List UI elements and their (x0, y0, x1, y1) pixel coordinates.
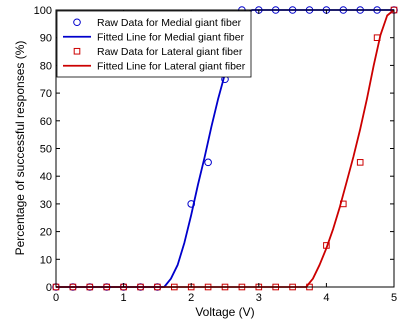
legend-label: Fitted Line for Medial giant fiber (97, 32, 245, 44)
x-tick-label: 2 (188, 292, 194, 304)
data-point-circle (187, 200, 195, 208)
legend: Raw Data for Medial giant fiber Fitted Li… (56, 10, 252, 78)
y-tick-label: 50 (40, 144, 52, 156)
y-tick-label: 20 (40, 227, 52, 239)
data-point-square (323, 242, 330, 249)
y-tick-label: 10 (40, 254, 52, 266)
y-tick-label: 0 (46, 282, 52, 294)
y-tick-label: 70 (40, 88, 52, 100)
legend-label: Raw Data for Medial giant fiber (97, 17, 242, 29)
data-point-square (340, 200, 347, 208)
data-point-square (373, 34, 381, 42)
x-tick-label: 3 (256, 292, 262, 304)
y-tick-label: 100 (34, 5, 52, 17)
series-line-3 (56, 9, 395, 288)
y-tick-label: 40 (40, 171, 52, 183)
legend-label: Raw Data for Lateral giant fiber (97, 46, 243, 58)
y-axis-label: Percentage of successful responses (%) (13, 41, 27, 256)
legend-square-swatch (73, 47, 81, 55)
x-tick-label: 4 (323, 292, 329, 304)
x-tick-label: 0 (53, 292, 59, 304)
x-axis-label: Voltage (V) (195, 305, 254, 319)
data-point-square (356, 159, 364, 166)
y-tick-label: 90 (40, 33, 52, 45)
y-tick-label: 60 (40, 116, 52, 128)
x-tick-label: 1 (121, 292, 127, 304)
data-point-circle (204, 158, 212, 167)
x-tick-label: 5 (391, 292, 397, 304)
legend-label: Fitted Line for Lateral giant fiber (97, 61, 246, 73)
legend-circle-swatch (73, 18, 81, 27)
y-tick-label: 80 (40, 60, 52, 72)
y-tick-label: 30 (40, 199, 52, 211)
